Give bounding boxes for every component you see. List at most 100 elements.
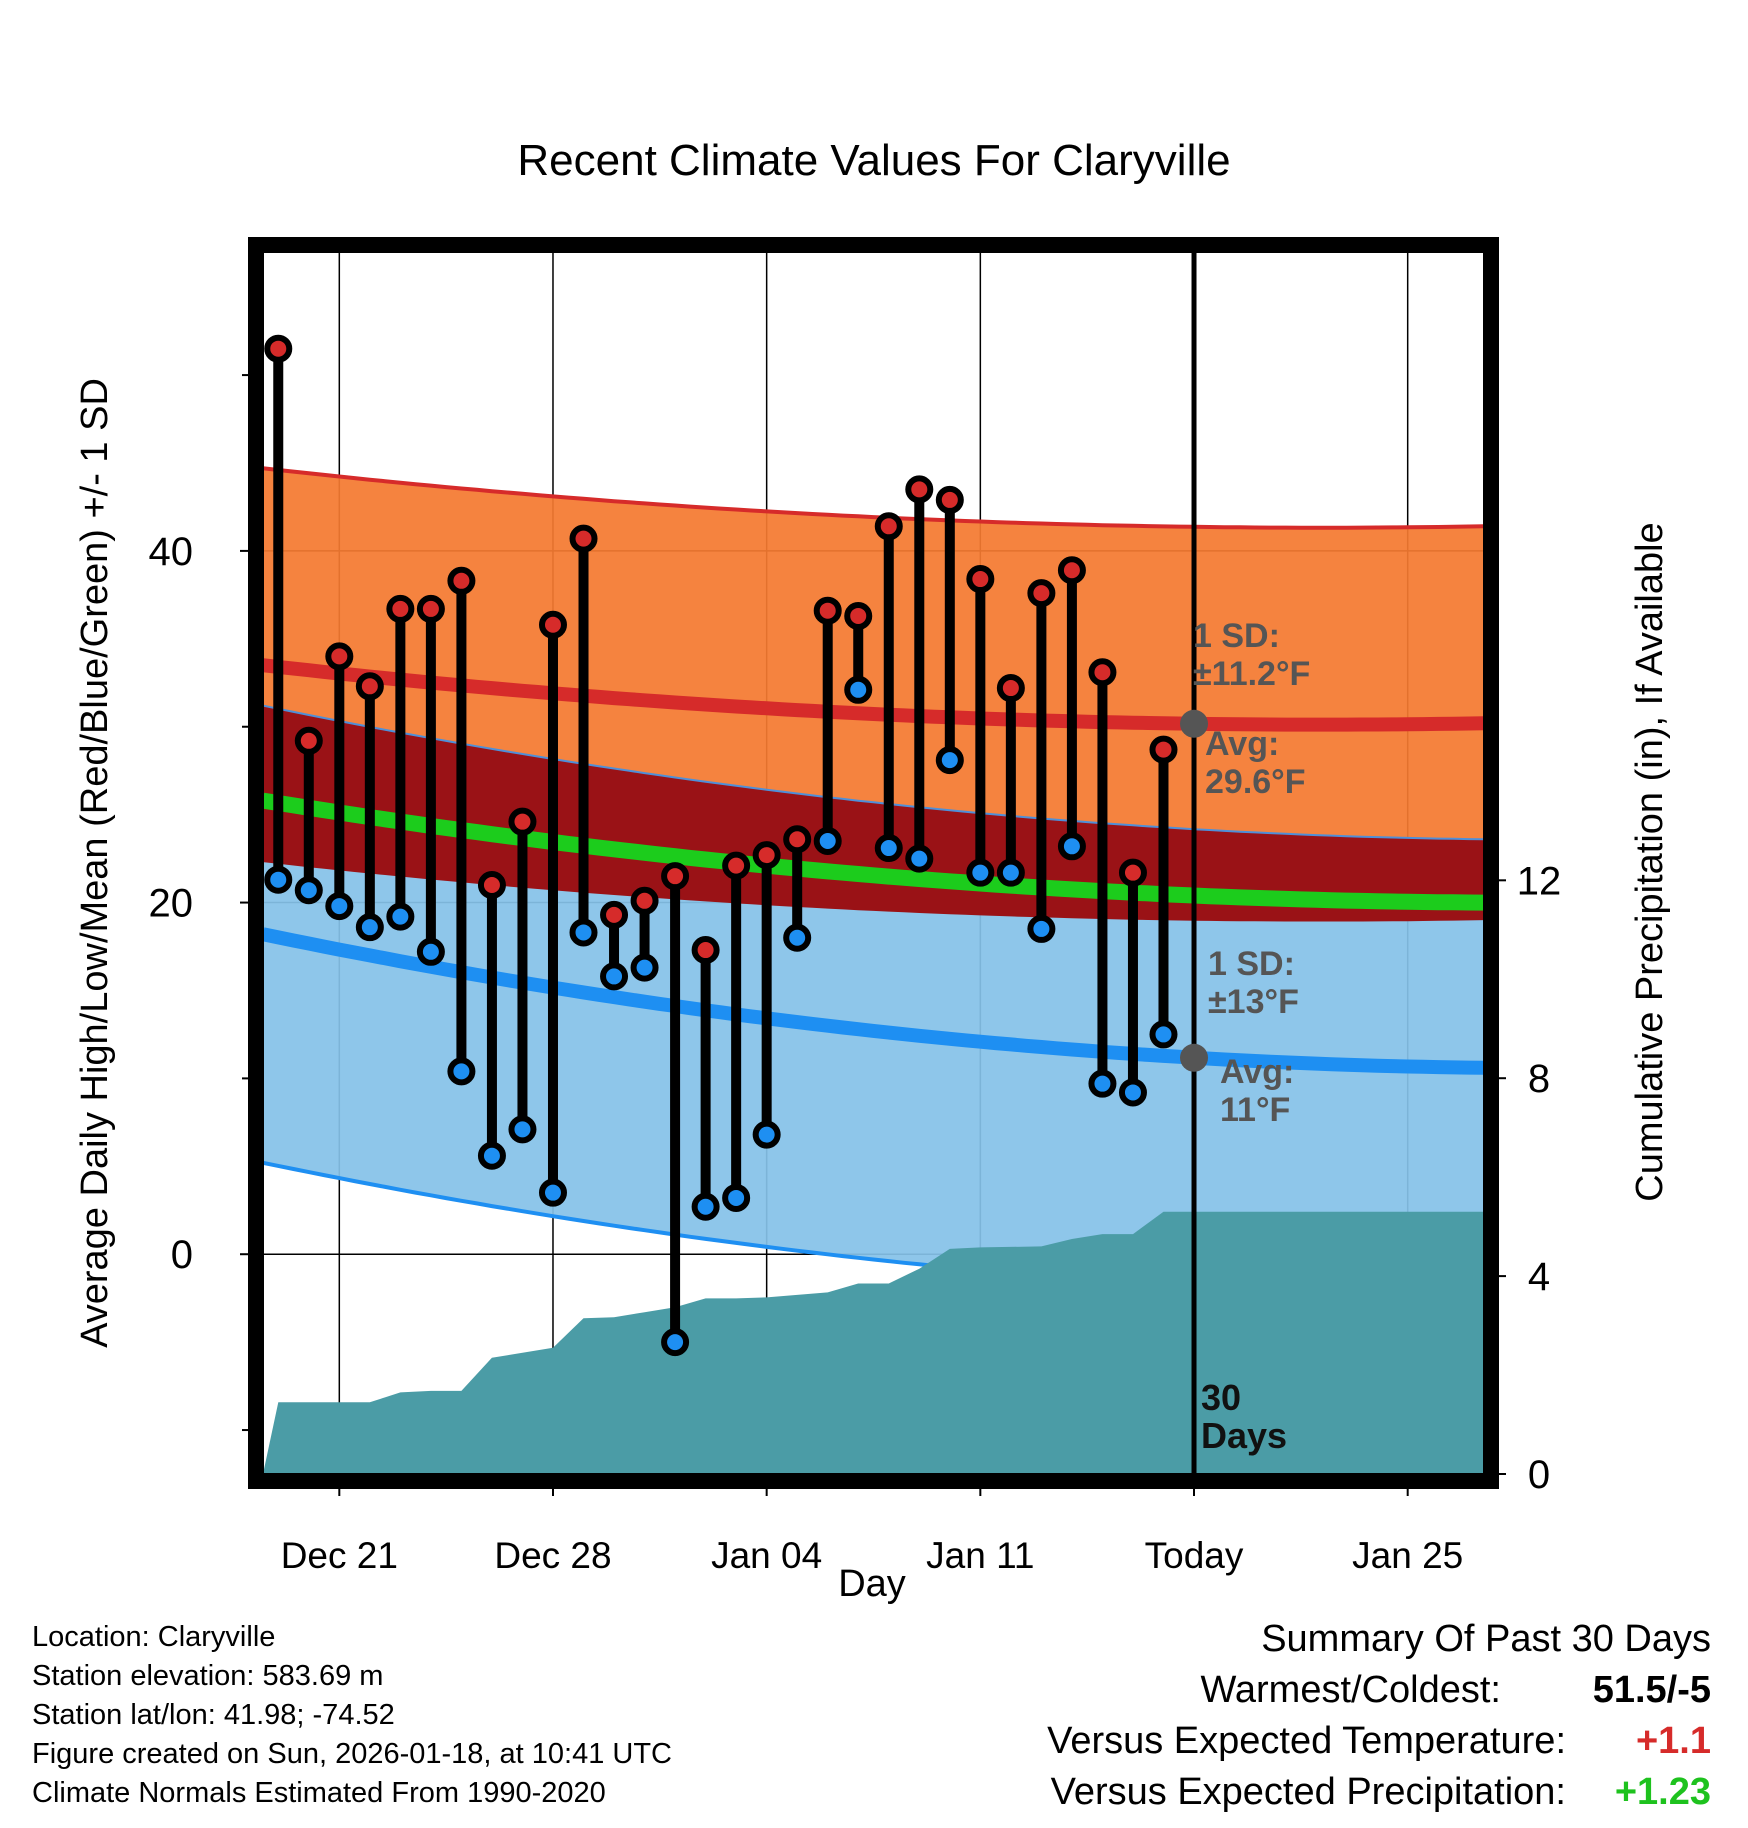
high-point [783,825,812,854]
low-point [905,844,934,873]
axes: Dec 21 Dec 28 Jan 04 Jan 11 Today Jan 2502040… [149,374,1562,1576]
high-point [264,334,293,363]
x-tick-label: Today [1145,1535,1244,1576]
high-point [630,886,659,915]
high-point [752,841,781,870]
low-avg-annotation: Avg: [1220,1053,1294,1091]
high-point [600,900,629,929]
y-right-tick-label: 8 [1528,1057,1550,1101]
summary-title: Summary Of Past 30 Days [1261,1618,1711,1660]
elevation-text: Station elevation: 583.69 m [32,1660,384,1692]
high-sd-upper-line [263,466,1484,530]
high-point [722,851,751,880]
high-sd-annotation: ±11.2°F [1193,655,1310,693]
low-point [386,902,415,931]
low-point [1088,1069,1117,1098]
x-tick-label: Jan 04 [711,1535,822,1576]
high-point [874,512,903,541]
low-point [691,1192,720,1221]
high-point [355,672,384,701]
low-point [752,1120,781,1149]
low-point [966,858,995,887]
low-point [447,1057,476,1086]
y-left-tick-label: 40 [149,530,194,574]
high-point [447,566,476,595]
normals-text: Climate Normals Estimated From 1990-2020 [32,1777,606,1809]
high-point [538,610,567,639]
low-point [600,962,629,991]
low-avg-annotation: 11°F [1220,1091,1290,1129]
low-point [508,1115,537,1144]
high-point [1027,579,1056,608]
y-right-tick-label: 4 [1528,1255,1550,1299]
low-point [538,1178,567,1207]
chart-title: Recent Climate Values For Claryville [517,136,1230,185]
station-info: Location: Claryville Station elevation: … [32,1618,672,1813]
precip-value: +1.23 [1614,1771,1711,1813]
precip-area [263,1211,1484,1474]
high-mean-line [263,658,1484,732]
high-point [844,601,873,630]
high-point [477,870,506,899]
high-point [569,524,598,553]
high-point [294,726,323,755]
mean-temp-line [263,792,1484,911]
low-point [264,865,293,894]
warmest-value: 51.5/-5 [1592,1669,1711,1711]
x-tick-label: Jan 11 [926,1535,1034,1576]
normal-bands [263,466,1484,1299]
low-point [325,892,354,921]
high-avg-marker [1180,709,1209,738]
high-point [966,565,995,594]
low-point [1057,832,1086,861]
latlon-text: Station lat/lon: 41.98; -74.52 [32,1699,395,1731]
location-text: Location: Claryville [32,1621,276,1653]
low-point [477,1141,506,1170]
low-point [416,937,445,966]
high-point [1149,735,1178,764]
high-point [416,594,445,623]
precip-layer [263,1211,1484,1474]
temp-row: Versus Expected Temperature: +1.1 [811,1720,1711,1771]
low-sd-upper-line [263,704,1484,841]
warmest-row: Warmest/Coldest: 51.5/-5 [811,1669,1711,1720]
high-avg-annotation: 29.6°F [1205,763,1306,801]
y-left-tick-label: 20 [149,882,194,926]
high-point [1057,556,1086,585]
low-point [294,876,323,905]
high-point [1088,658,1117,687]
plot-frame [248,237,1499,1489]
x-tick-label: Dec 21 [281,1535,398,1576]
low-point [722,1183,751,1212]
low-avg-marker [1180,1043,1209,1072]
low-sd-annotation: ±13°F [1208,983,1299,1021]
summary-title-row: Summary Of Past 30 Days [811,1618,1711,1669]
overlap-band [263,705,1484,922]
x-axis-label: Day [838,1563,906,1605]
temp-label: Versus Expected Temperature: [1047,1720,1566,1762]
low-point [1027,914,1056,943]
low-point [630,953,659,982]
high-avg-annotation: Avg: [1205,725,1279,763]
today-days-label: 30 [1201,1377,1241,1418]
high-point [661,862,690,891]
y-right-tick-label: 12 [1517,859,1562,903]
high-point [386,594,415,623]
low-point [844,675,873,704]
low-point [996,858,1025,887]
high-point [813,596,842,625]
x-tick-label: Jan 25 [1352,1535,1463,1576]
high-point [691,936,720,965]
low-point [1118,1078,1147,1107]
low-point [935,746,964,775]
low-sd-annotation: 1 SD: [1208,945,1295,983]
precip-label: Versus Expected Precipitation: [1050,1771,1566,1813]
low-point [355,913,384,942]
x-tick-label: Dec 28 [494,1535,611,1576]
warmest-label: Warmest/Coldest: [1200,1669,1501,1711]
low-point [1149,1020,1178,1049]
high-point [996,674,1025,703]
low-point [569,918,598,947]
low-point [813,827,842,856]
low-point [783,923,812,952]
